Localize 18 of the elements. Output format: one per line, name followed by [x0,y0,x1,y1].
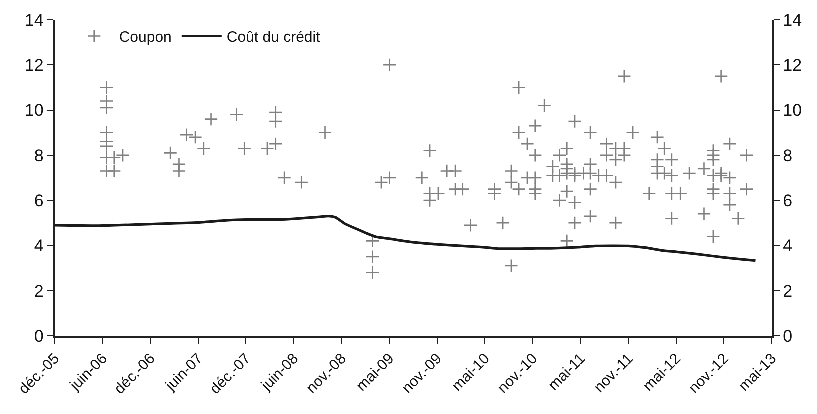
legend-label: Coût du crédit [226,29,322,46]
y-tick-label: 4 [34,236,44,256]
y2-tick-label: 0 [783,326,793,346]
y-tick-label: 0 [34,326,44,346]
y2-tick-label: 2 [783,282,793,301]
y2-tick-label: 14 [783,10,802,30]
y2-tick-label: 4 [783,236,793,256]
y-tick-label: 14 [24,10,44,30]
y-tick-label: 12 [24,56,44,76]
y2-tick-label: 6 [783,192,793,211]
y2-tick-label: 10 [783,101,802,120]
y-tick-label: 2 [34,282,44,301]
y-tick-label: 8 [34,146,44,166]
y-tick-label: 6 [34,192,44,211]
y2-tick-label: 12 [783,56,802,76]
y-tick-label: 10 [24,101,44,120]
y2-tick-label: 8 [783,146,793,166]
legend-label: Coupon [119,29,172,46]
